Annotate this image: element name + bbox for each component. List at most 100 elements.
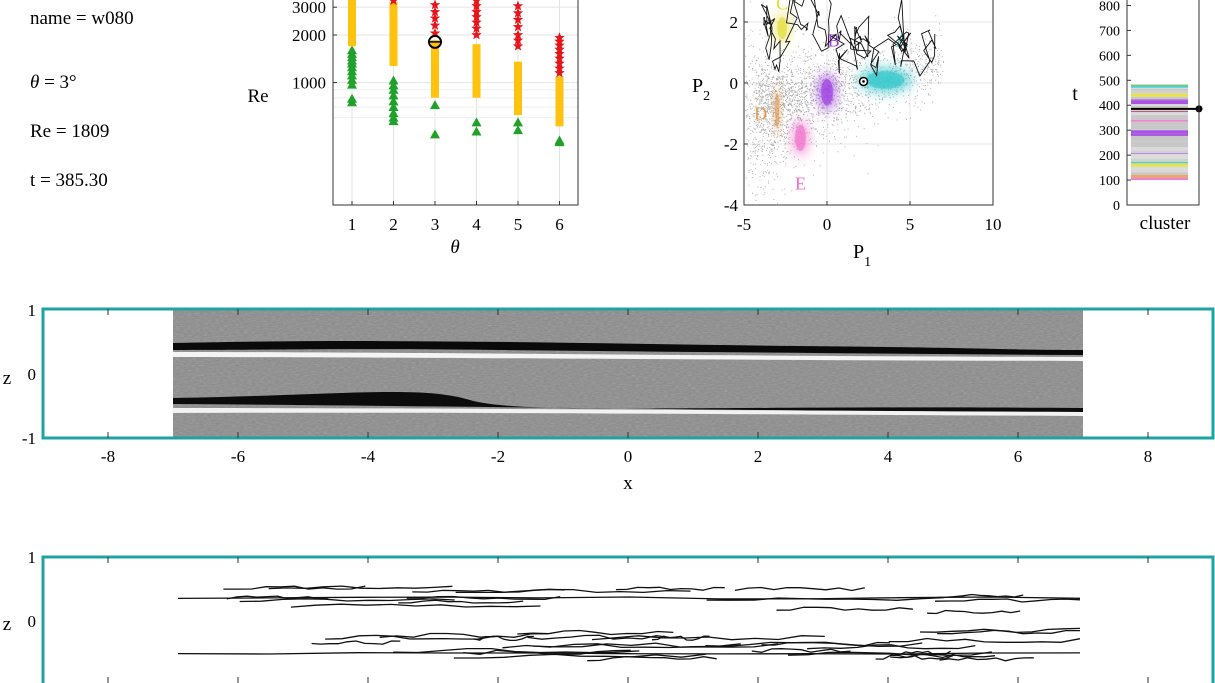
re-theta-square-marker [555,91,564,100]
flow-field-xtick-label: -2 [491,447,505,466]
info-t: t = 385.30 [30,170,108,191]
contour-line [453,653,707,659]
flow-field-upper-band [173,341,1083,355]
re-theta-xtick-label: 4 [472,215,481,234]
re-theta-triangle-marker [388,96,399,106]
cluster-core-D [775,92,780,129]
p1-p2-frame [743,0,994,206]
cluster-time-ytick-label: 500 [1099,74,1120,89]
re-theta-square-marker [431,50,439,59]
contour-line [734,586,865,592]
re-theta-star-marker [554,36,565,46]
p1-p2-xtick-label: 5 [906,215,915,234]
p1-p2-current-point-dot [862,80,865,83]
p1-p2-ytick-label: 0 [730,74,739,93]
flow-field-texture [173,310,1083,437]
re-theta-triangle-marker [471,117,482,127]
info-theta-symbol: θ [30,72,40,93]
contour-line [934,598,1081,603]
contour-line [894,650,951,656]
re-theta-star-marker [554,58,565,68]
contour-ytick-label: 0 [28,612,37,631]
cluster-time-stripe [1131,125,1188,130]
re-theta-triangle-marker [388,75,399,85]
flow-field-lower-light [173,408,1083,416]
cluster-time-ytick-label: 400 [1099,99,1120,114]
re-theta-star-marker [512,21,524,32]
p1-p2-xlabel: P1 [853,241,871,270]
flow-field-xtick-label: 0 [624,447,633,466]
cluster-time-stripe [1131,172,1188,175]
re-theta-square-marker [555,76,564,85]
flow-field-xlabel: x [623,473,633,494]
re-theta-square-marker [389,57,398,66]
re-theta-star-marker [471,11,482,22]
cluster-time-stripe [1131,121,1188,123]
info-re: Re = 1809 [30,121,110,142]
re-theta-square-marker [514,66,522,75]
re-theta-square-marker [514,74,522,83]
re-theta-ylabel: Re [247,86,268,107]
re-theta-square-marker [431,40,439,49]
re-theta-square-marker [348,21,356,30]
flow-field-xtick-label: 8 [1144,447,1153,466]
contour-line [533,642,779,648]
contour-line [751,648,851,653]
cluster-core-C [777,17,787,40]
cluster-time-stripe [1131,117,1188,120]
re-theta-square-marker [389,42,398,51]
contour-ytick-label: 1 [28,548,37,567]
re-theta-square-marker [389,53,398,62]
re-theta-square-marker [431,55,439,64]
cluster-time-stripe [1131,110,1188,113]
re-theta-star-marker [554,62,565,73]
re-theta-xtick-label: 1 [348,215,357,234]
p1-p2-xtick-label: 10 [985,215,1002,234]
re-theta-xtick-label: 2 [389,215,398,234]
cluster-time-stripe [1131,177,1188,181]
cluster-time-frame [1126,0,1200,206]
cluster-time-stripe [1131,168,1188,171]
flow-field-xtick-label: -8 [101,447,115,466]
re-theta-square-marker [472,74,481,83]
contour-line [268,585,453,590]
flow-field-upper-light [173,352,1083,361]
re-theta-square-marker [348,17,356,26]
cluster-time-stripe [1131,174,1188,178]
contour-line [875,654,954,660]
cluster-time-stripe [1131,104,1188,106]
contour-line [807,644,976,650]
cluster-time-stripe [1131,152,1188,154]
cluster-time-stripe [1131,122,1188,126]
flow-field-plot: -8 -6 -4 -2 0 2 4 6 8 -1 0 1 z x [3,301,1215,494]
info-theta: θ = 3° [30,72,77,94]
re-theta-star-marker [429,12,441,23]
re-theta-square-marker [472,57,481,66]
re-theta-star-marker [554,44,565,54]
contour-line [311,640,401,645]
cluster-time-stripe [1131,87,1188,89]
cluster-time-stripe [1131,112,1188,116]
re-theta-axes: 1 2 3 4 5 6 1000 2000 3000 [292,0,579,234]
cluster-time-stripe [1131,150,1188,153]
re-theta-square-marker [514,70,522,79]
contour-line [939,657,1034,662]
re-theta-ytick-label: 2000 [292,26,326,45]
cluster-core-E [795,124,806,152]
cluster-label-E: E [795,174,806,194]
cluster-time-ytick-label: 700 [1099,24,1120,39]
re-theta-triangle-marker [513,117,523,127]
flow-field-xtick-label: 6 [1014,447,1023,466]
cluster-time-stripe [1131,88,1188,91]
contour-line [177,596,1081,600]
re-theta-square-marker [389,48,398,57]
re-theta-star-marker [554,32,565,43]
re-theta-square-marker [472,70,481,79]
re-theta-star-marker [512,29,524,40]
flow-field-xtick-label: 4 [884,447,893,466]
cluster-time-stripe [1131,99,1188,101]
re-theta-square-marker [348,31,356,39]
re-theta-grid [333,0,578,205]
cluster-time-stripe [1131,119,1188,122]
